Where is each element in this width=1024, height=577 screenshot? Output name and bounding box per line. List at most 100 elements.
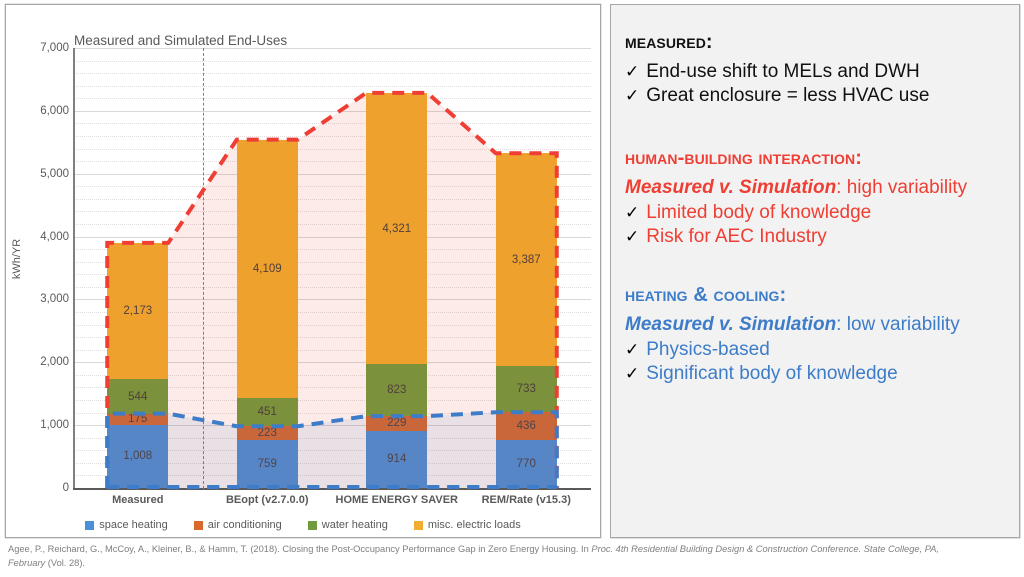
panel-block-heading: Heating & Cooling:: [625, 283, 787, 306]
check-icon: ✓: [625, 86, 640, 106]
y-tick-label: 4,000: [40, 230, 69, 243]
bar-column[interactable]: 770 436 733 3,387: [495, 48, 557, 488]
check-icon: ✓: [625, 364, 640, 384]
bar-segment-value: 223: [257, 427, 277, 440]
panel-block: Heating & Cooling: Measured v. Simulation…: [625, 284, 1009, 387]
x-category-label: REM/Rate (v15.3): [481, 494, 571, 506]
bar-segment[interactable]: 2,173: [107, 242, 169, 380]
bar-segment[interactable]: 544: [107, 379, 169, 414]
panel-bullet-text: End-use shift to MELs and DWH: [646, 61, 920, 82]
bar-column[interactable]: 914 229 823 4,321: [366, 48, 428, 488]
bar-segment[interactable]: 4,109: [236, 139, 298, 398]
panel-bullet-text: Limited body of knowledge: [646, 201, 872, 223]
x-category-label: BEopt (v2.7.0.0): [225, 494, 309, 506]
panel-bullet: ✓ Limited body of knowledge: [625, 201, 1009, 225]
bar-column[interactable]: 759 223 451 4,109: [236, 48, 298, 488]
legend-label: misc. electric loads: [427, 519, 521, 531]
panel-lead-line: Measured v. Simulation: high variability: [625, 176, 1009, 200]
gridline-minor: [73, 60, 591, 63]
panel-block: Human-building Interaction: Measured v. S…: [625, 147, 1009, 250]
panel-block-heading: Human-building Interaction:: [625, 146, 863, 169]
bar-segment[interactable]: 914: [366, 430, 428, 488]
x-category-label: Measured: [112, 494, 164, 506]
x-category-label: HOME ENERGY SAVER: [335, 494, 458, 506]
legend-swatch: [193, 520, 203, 530]
bar-segment-value: 4,109: [252, 262, 282, 275]
citation-part-1: Agee, P., Reichard, G., McCoy, A., Klein…: [8, 544, 592, 554]
citation-italic: Proc. 4th Residential Building Design & …: [8, 544, 940, 568]
legend-label: air conditioning: [207, 519, 282, 531]
panel-lead-emphasis: Measured v. Simulation: [625, 176, 837, 198]
plot-area: 1,008 175 544 2,173 759 223 451 4,109 914 229 823 4…: [73, 48, 591, 489]
panel-spacer: [625, 254, 1009, 284]
legend-swatch: [85, 520, 95, 530]
bar-segment[interactable]: 3,387: [495, 153, 557, 367]
panel-lead-emphasis: Measured v. Simulation: [625, 313, 837, 335]
bar-segment-value: 229: [387, 417, 407, 430]
legend-label: water heating: [321, 519, 388, 531]
y-tick-label: 5,000: [40, 167, 69, 180]
chart-panel: Measured and Simulated End-Uses kWh/YR 0…: [5, 4, 601, 538]
panel-bullet: ✓ Risk for AEC Industry: [625, 225, 1009, 249]
bar-segment[interactable]: 759: [236, 440, 298, 488]
check-icon: ✓: [625, 202, 640, 222]
panel-bullet-text: Risk for AEC Industry: [646, 226, 827, 248]
bar-segment-value: 175: [128, 413, 148, 426]
panel-bullet-text: Physics-based: [646, 338, 770, 360]
panel-bullet: ✓ Great enclosure = less HVAC use: [625, 84, 1009, 108]
legend-swatch: [307, 520, 317, 530]
bar-segment[interactable]: 770: [495, 439, 557, 488]
bar-segment[interactable]: 1,008: [107, 424, 169, 488]
panel-bullet: ✓ Physics-based: [625, 338, 1009, 362]
bar-segment-value: 770: [516, 457, 536, 470]
panel-lead-line: Measured v. Simulation: low variability: [625, 313, 1009, 337]
measured-simulated-divider: [202, 48, 204, 489]
panel-lead-rest: : high variability: [836, 176, 968, 198]
bar-segment[interactable]: 175: [107, 413, 169, 426]
x-axis-line: [73, 488, 591, 490]
legend-item[interactable]: water heating: [307, 519, 388, 531]
bar-segment[interactable]: 436: [495, 412, 557, 440]
bar-segment[interactable]: 451: [236, 397, 298, 427]
bar-segment[interactable]: 823: [366, 364, 428, 417]
chart-title: Measured and Simulated End-Uses: [74, 33, 288, 48]
bar-segment[interactable]: 223: [236, 426, 298, 441]
bar-segment-value: 436: [516, 419, 536, 432]
bar-segment[interactable]: 4,321: [366, 92, 428, 365]
panel-bullet-text: Great enclosure = less HVAC use: [646, 85, 930, 107]
bar-segment-value: 823: [387, 384, 407, 397]
bar-segment-value: 3,387: [511, 253, 541, 266]
bar-segment-value: 759: [257, 458, 277, 471]
panel-bullet-text: Significant body of knowledge: [646, 363, 898, 385]
gridline-major: [73, 48, 591, 49]
bar-segment-value: 2,173: [123, 305, 153, 318]
summary-text-panel: Measured: ✓ End-use shift to MELs and DWH ✓…: [610, 4, 1020, 538]
bar-segment[interactable]: 733: [495, 366, 557, 413]
citation-part-2: (Vol. 28).: [45, 557, 85, 568]
check-icon: ✓: [625, 62, 640, 81]
y-axis-line: [73, 48, 75, 489]
legend-swatch: [413, 520, 423, 530]
bar-segment-value: 733: [516, 383, 536, 396]
bar-segment-value: 914: [387, 453, 407, 466]
y-tick-label: 6,000: [40, 104, 69, 117]
legend-item[interactable]: space heating: [85, 519, 168, 531]
panel-block-heading: Measured:: [625, 31, 713, 53]
bar-column[interactable]: 1,008 175 544 2,173: [107, 48, 169, 488]
legend-item[interactable]: air conditioning: [193, 519, 282, 531]
panel-bullet: ✓ End-use shift to MELs and DWH: [625, 60, 1009, 84]
citation-text: Agee, P., Reichard, G., McCoy, A., Klein…: [8, 543, 968, 571]
panel-lead-rest: : low variability: [836, 313, 960, 335]
panel-spacer: [625, 113, 1009, 147]
y-tick-label: 2,000: [40, 356, 69, 369]
panel-block: Measured: ✓ End-use shift to MELs and DWH ✓…: [625, 31, 1009, 109]
legend-label: space heating: [99, 519, 168, 531]
y-tick-label: 7,000: [40, 42, 69, 54]
y-axis-tick-labels: 0 1,000 2,000 3,000 4,000 5,000 6,000 7,000: [11, 42, 69, 494]
bar-segment[interactable]: 229: [366, 416, 428, 431]
legend-item[interactable]: misc. electric loads: [413, 519, 521, 531]
y-tick-label: 0: [62, 482, 69, 494]
bar-segment-value: 451: [257, 406, 277, 419]
bar-segment-value: 4,321: [382, 222, 412, 235]
